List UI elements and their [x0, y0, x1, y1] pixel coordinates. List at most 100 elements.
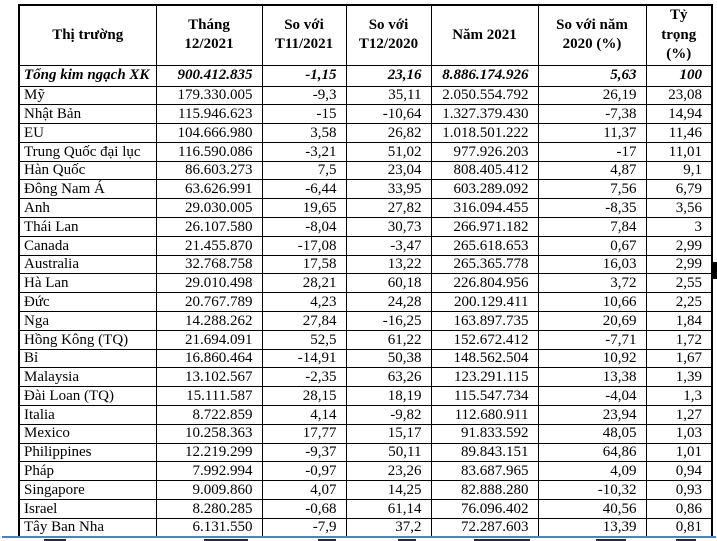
market-cell: Mỹ	[18, 85, 157, 106]
table-row: Hà Lan 29.010.498 28,21 60,18 226.804.956 3,7…	[18, 273, 713, 294]
value-cell: 116.590.086	[155, 141, 263, 162]
value-cell: 179.330.005	[155, 85, 263, 106]
value-cell: 11,37	[537, 123, 647, 143]
column-header-vs-2020: So với năm 2020 (%)	[537, 4, 647, 66]
value-cell: -7,38	[537, 104, 647, 125]
value-cell: 4,23	[261, 292, 347, 313]
market-cell: Malaysia	[18, 367, 157, 388]
value-cell: 76.096.402	[430, 499, 539, 519]
value-cell: 1,27	[645, 405, 713, 425]
value-cell: -8,04	[261, 217, 347, 237]
table-row: Hàn Quốc 86.603.273 7,5 23,04 808.405.412 4,8…	[18, 160, 713, 181]
partial-row-glyph-tops	[596, 539, 626, 541]
value-cell: 1.327.379.430	[430, 104, 539, 125]
market-cell: Bỉ	[18, 348, 157, 369]
value-cell: 52,5	[261, 329, 347, 350]
column-header-year: Năm 2021	[430, 4, 539, 66]
value-cell: 1,3	[645, 386, 713, 407]
table-row: Singapore 9.009.860 4,07 14,25 82.888.280 -10…	[18, 480, 713, 501]
market-cell: Anh	[18, 198, 157, 219]
partial-row-glyph-tops	[474, 539, 530, 541]
market-cell: Mexico	[18, 423, 157, 444]
market-cell: Hàn Quốc	[18, 160, 157, 181]
value-cell: 2,55	[645, 273, 713, 294]
value-cell: 40,56	[537, 499, 647, 519]
value-cell: 64,86	[537, 442, 647, 463]
blue-divider-line	[2, 536, 716, 538]
value-cell: -17,08	[261, 235, 347, 256]
table-row: Mỹ 179.330.005 -9,3 35,11 2.050.554.792 26,19…	[18, 85, 713, 106]
market-cell: Australia	[18, 254, 157, 275]
value-cell: 16.860.464	[155, 348, 263, 369]
market-cell: Hà Lan	[18, 273, 157, 294]
market-cell: Italia	[18, 405, 157, 425]
table-row: Mexico 10.258.363 17,77 15,17 91.833.592 48,0…	[18, 423, 713, 444]
value-cell: 50,11	[345, 442, 432, 463]
market-cell: Israel	[18, 499, 157, 519]
value-cell: -7,9	[261, 517, 347, 538]
value-cell: 14.288.262	[155, 311, 263, 331]
value-cell: 63,26	[345, 367, 432, 388]
total-label-cell: Tổng kim ngạch XK	[18, 64, 157, 87]
value-cell: 265.618.653	[430, 235, 539, 256]
value-cell: 3,58	[261, 123, 347, 143]
value-cell: 26,82	[345, 123, 432, 143]
value-cell: 7,84	[537, 217, 647, 237]
partial-row-glyph-tops	[44, 539, 66, 541]
market-cell: EU	[18, 123, 157, 143]
table-row: EU 104.666.980 3,58 26,82 1.018.501.222 11,37…	[18, 123, 713, 143]
value-cell: 1.018.501.222	[430, 123, 539, 143]
value-cell: 13,22	[345, 254, 432, 275]
value-cell: 0,94	[645, 461, 713, 482]
table-row: Italia 8.722.859 4,14 -9,82 112.680.911 23,94…	[18, 405, 713, 425]
value-cell: 4,14	[261, 405, 347, 425]
table-row: Nhật Bản 115.946.623 -15 -10,64 1.327.379.43…	[18, 104, 713, 125]
value-cell: 9.009.860	[155, 480, 263, 501]
column-header-label: Năm 2021	[452, 26, 517, 43]
table-body: Tổng kim ngạch XK 900.412.835 -1,15 23,1…	[18, 64, 713, 538]
value-cell: 0,93	[645, 480, 713, 501]
value-cell: 1,72	[645, 329, 713, 350]
value-cell: 112.680.911	[430, 405, 539, 425]
column-header-label: Tháng 12/2021	[184, 16, 234, 53]
value-cell: 23,04	[345, 160, 432, 181]
value-cell: 61,14	[345, 499, 432, 519]
partial-row-glyph-tops	[676, 539, 696, 541]
value-cell: 32.768.758	[155, 254, 263, 275]
table-row: Tây Ban Nha 6.131.550 -7,9 37,2 72.287.603 13…	[18, 517, 713, 538]
value-cell: 17,77	[261, 423, 347, 444]
value-cell: -10,32	[537, 480, 647, 501]
column-header-label: So với năm 2020 (%)	[556, 16, 628, 53]
market-cell: Thái Lan	[18, 217, 157, 237]
value-cell: -9,82	[345, 405, 432, 425]
value-cell: 0,86	[645, 499, 713, 519]
value-cell: 29.030.005	[155, 198, 263, 219]
value-cell: -7,71	[537, 329, 647, 350]
table-row: Nga 14.288.262 27,84 -16,25 163.897.735 20,69…	[18, 311, 713, 331]
value-cell: 35,11	[345, 85, 432, 106]
table-row: Pháp 7.992.994 -0,97 23,26 83.687.965 4,09 0,9…	[18, 461, 713, 482]
market-cell: Đài Loan (TQ)	[18, 386, 157, 407]
value-cell: 200.129.411	[430, 292, 539, 313]
value-cell: -0,68	[261, 499, 347, 519]
value-cell: 8.722.859	[155, 405, 263, 425]
value-cell: 13.102.567	[155, 367, 263, 388]
value-cell: 3,56	[645, 198, 713, 219]
table-row: Malaysia 13.102.567 -2,35 63,26 123.291.115 1…	[18, 367, 713, 388]
value-cell: -9,3	[261, 85, 347, 106]
value-cell: 86.603.273	[155, 160, 263, 181]
value-cell: 7.992.994	[155, 461, 263, 482]
column-header-label: Thị trường	[52, 26, 124, 43]
value-cell: -3,47	[345, 235, 432, 256]
value-cell: 148.562.504	[430, 348, 539, 369]
value-cell: 2,99	[645, 235, 713, 256]
value-cell: 14,25	[345, 480, 432, 501]
market-cell: Philippines	[18, 442, 157, 463]
value-cell: 89.843.151	[430, 442, 539, 463]
value-cell: 10,92	[537, 348, 647, 369]
total-row: Tổng kim ngạch XK 900.412.835 -1,15 23,1…	[18, 64, 713, 87]
value-cell: 20,69	[537, 311, 647, 331]
value-cell: -10,64	[345, 104, 432, 125]
value-cell: 266.971.182	[430, 217, 539, 237]
table-row: Anh 29.030.005 19,65 27,82 316.094.455 -8,35 3…	[18, 198, 713, 219]
